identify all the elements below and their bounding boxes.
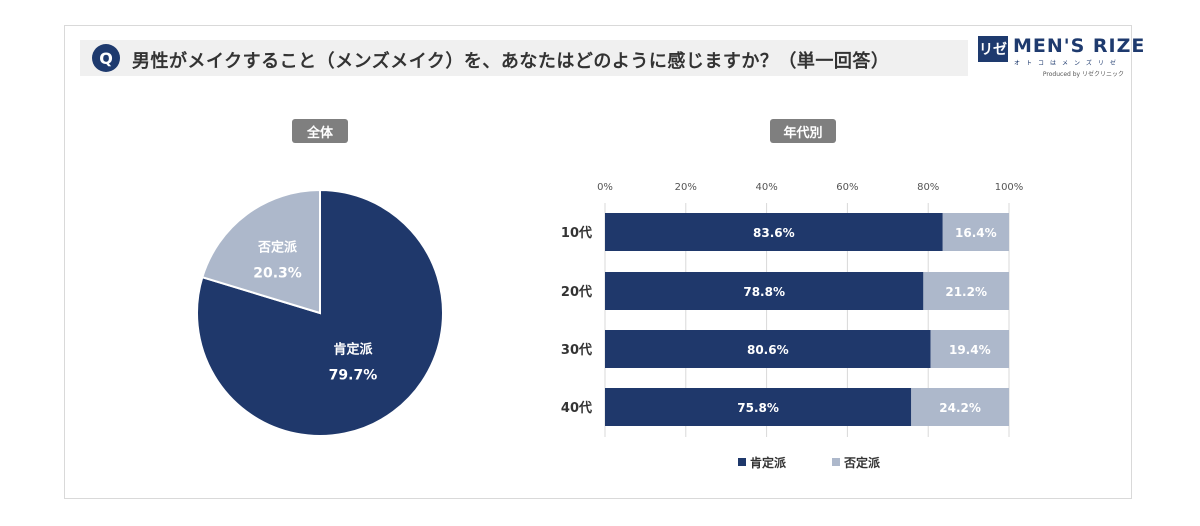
bar-value-label: 80.6% [747, 343, 789, 357]
bar-segment-negative [911, 388, 1009, 426]
pie-slice-negative [201, 188, 321, 315]
pie-title: 全体 [292, 119, 348, 143]
legend-label-positive: 肯定派 [750, 455, 787, 470]
brand-name: MEN'S RIZE [1013, 35, 1146, 57]
x-tick-label: 20% [675, 182, 697, 193]
legend-swatch-negative [832, 458, 840, 466]
x-tick-label: 40% [755, 182, 777, 193]
bar-segment-negative [923, 272, 1009, 310]
pie-label-negative: 否定派 [257, 240, 298, 256]
bar-value-label: 75.8% [737, 401, 779, 415]
question-badge: Q [92, 44, 120, 72]
bar-segment-positive [605, 388, 912, 426]
x-tick-label: 60% [836, 182, 858, 193]
bar-segment-negative [942, 213, 1009, 251]
bar-segment-negative [930, 330, 1009, 368]
pie-label-positive: 肯定派 [333, 341, 373, 357]
category-label: 10代 [561, 225, 592, 241]
x-tick-label: 80% [917, 182, 939, 193]
brand-produced-by: Produced by リゼクリニック [1042, 71, 1124, 78]
legend-swatch-positive [738, 458, 746, 466]
question-text: 男性がメイクすること（メンズメイク）を、あなたはどのように感じますか？（単一回答… [132, 51, 890, 72]
bar-segment-positive [605, 330, 931, 368]
bar-value-label: 21.2% [945, 285, 987, 299]
bar-value-label: 19.4% [949, 343, 991, 357]
x-tick-label: 100% [995, 182, 1024, 193]
brand-tagline: オトコはメンズリゼ [1014, 60, 1122, 67]
x-tick-label: 0% [597, 182, 613, 193]
bar-value-label: 78.8% [743, 285, 785, 299]
bar-value-label: 83.6% [753, 226, 795, 240]
brand-logo-mark: リゼ [978, 36, 1008, 62]
bar-value-label: 24.2% [939, 401, 981, 415]
bar-value-label: 16.4% [955, 226, 997, 240]
bar-segment-positive [605, 272, 924, 310]
category-label: 40代 [561, 400, 592, 416]
pie-value-negative: 20.3% [253, 266, 302, 282]
bar-title: 年代別 [770, 119, 836, 143]
pie-value-positive: 79.7% [329, 367, 378, 383]
bar-segment-positive [605, 213, 943, 251]
legend-label-negative: 否定派 [843, 455, 881, 470]
category-label: 20代 [561, 284, 592, 300]
category-label: 30代 [561, 342, 592, 358]
question-bar [80, 40, 968, 76]
